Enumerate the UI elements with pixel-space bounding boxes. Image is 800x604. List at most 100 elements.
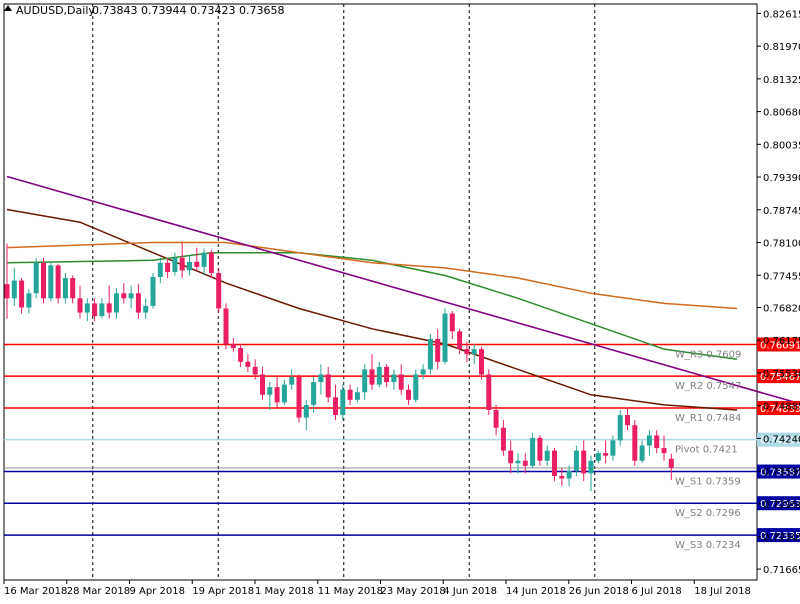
candle-body <box>530 437 536 466</box>
candle-body <box>135 293 141 313</box>
candle <box>238 344 244 367</box>
candle-body <box>296 377 302 418</box>
x-tick-label: 1 May 2018 <box>255 586 314 597</box>
candle <box>457 328 463 355</box>
price-tag-text-w_r2: 0.75467 <box>760 372 800 383</box>
candle <box>194 247 200 271</box>
candle-body <box>588 460 594 474</box>
candle-body <box>303 404 309 418</box>
level-label-w_r3: W_R3 0.7609 <box>675 349 741 360</box>
candle-body <box>33 262 39 294</box>
candle <box>559 468 565 487</box>
candle-body <box>340 389 346 416</box>
candle <box>544 445 550 466</box>
candle-body <box>267 387 273 395</box>
candle-body <box>581 450 587 474</box>
candle-body <box>121 293 127 299</box>
candle-body <box>668 458 674 468</box>
price-tag-text-w_r3: 0.76091 <box>760 340 800 351</box>
candle-body <box>26 293 32 308</box>
chart-header: AUDUSD,Daily 0.73843 0.73944 0.73423 0.7… <box>4 4 284 17</box>
candle <box>48 261 54 301</box>
candle <box>296 374 302 423</box>
candle-body <box>48 265 54 299</box>
candle-body <box>165 262 171 272</box>
candle <box>617 409 623 446</box>
candle-body <box>617 415 623 441</box>
axis-layer: 0.76091 0.75467 0.74839 0.74215 0.73587 0.729… <box>3 9 800 597</box>
candle <box>311 377 317 413</box>
candle-body <box>354 392 360 400</box>
candle-body <box>179 257 185 271</box>
candle-body <box>486 374 492 410</box>
candle <box>135 284 141 319</box>
price-tag-w_r1 <box>757 401 800 416</box>
candle <box>625 407 630 431</box>
triangle-icon <box>4 5 12 11</box>
candle <box>493 404 499 436</box>
candle-body <box>544 450 550 461</box>
level-label-w_r1: W_R1 0.7484 <box>675 413 741 424</box>
candle <box>406 384 411 405</box>
candle-body <box>639 445 645 461</box>
candle-body <box>230 344 236 349</box>
candle-body <box>442 313 448 362</box>
candle <box>121 283 127 304</box>
candle <box>442 308 448 365</box>
candle-body <box>384 366 390 383</box>
candle-body <box>289 377 295 385</box>
candle <box>668 453 674 481</box>
candle <box>515 453 521 474</box>
candle-body <box>369 369 375 385</box>
candle <box>157 257 163 284</box>
candle-body <box>99 303 105 317</box>
price-tag-text-w_r1: 0.74839 <box>760 404 800 415</box>
candle-body <box>493 409 499 428</box>
candle <box>150 272 156 309</box>
candle <box>318 364 324 395</box>
y-tick-label: 0.80035 <box>763 140 800 151</box>
x-tick-label: 16 Mar 2018 <box>4 586 67 597</box>
x-tick-label: 9 Apr 2018 <box>130 586 185 597</box>
candle-body <box>172 257 178 272</box>
candle <box>325 366 331 403</box>
level-label-pivot: Pivot 0.7421 <box>675 445 738 456</box>
price-tag-w_s2 <box>757 496 800 511</box>
candle <box>267 382 273 410</box>
candle-body <box>479 349 484 375</box>
x-tick-label: 11 May 2018 <box>318 586 383 597</box>
candle-body <box>252 366 258 375</box>
candle <box>369 354 375 390</box>
candle <box>661 435 667 461</box>
candle <box>420 364 426 380</box>
candle <box>92 298 98 322</box>
candle-body <box>223 308 229 345</box>
x-tick-label: 6 Jul 2018 <box>632 586 682 597</box>
candle-body <box>333 397 338 416</box>
candle-body <box>311 382 317 405</box>
candle <box>179 242 185 279</box>
candle <box>165 257 171 279</box>
candle-body <box>150 277 156 306</box>
price-tag-text-w_s3: 0.72335 <box>760 531 800 542</box>
candle <box>354 387 360 403</box>
candle <box>245 354 251 372</box>
price-tag-pivot <box>757 432 800 447</box>
candle <box>573 445 579 476</box>
candle <box>4 243 10 319</box>
candle <box>471 344 477 365</box>
candle-body <box>201 252 207 267</box>
candle-body <box>406 389 411 400</box>
price-tag-w_r3 <box>757 337 800 352</box>
candle-body <box>595 453 601 461</box>
price-tag-w_s1 <box>757 464 800 479</box>
candle <box>77 285 83 319</box>
candle-body <box>260 374 265 395</box>
x-tick-label: 18 Jul 2018 <box>694 586 751 597</box>
candle-body <box>362 369 368 393</box>
candle-body <box>376 366 382 385</box>
candle <box>566 465 572 487</box>
candle-body <box>274 387 280 403</box>
